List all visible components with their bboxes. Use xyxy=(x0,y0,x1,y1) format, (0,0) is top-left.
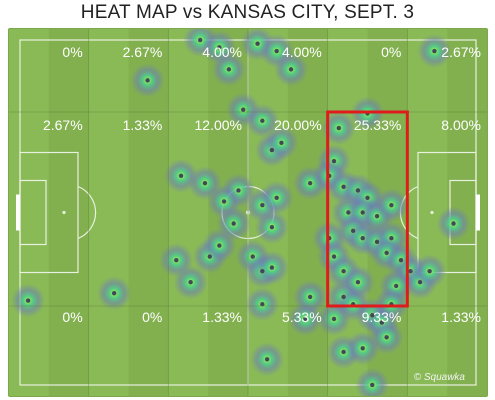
zone-percent-label: 20.00% xyxy=(274,117,321,133)
touch-point xyxy=(379,320,385,325)
touch-point xyxy=(360,235,365,241)
touch-point xyxy=(241,107,246,112)
zone-percent-label: 1.33% xyxy=(202,309,242,325)
zone-percent-label: 4.00% xyxy=(282,44,322,60)
touch-point xyxy=(341,294,346,300)
touch-point xyxy=(260,269,265,274)
left-penalty-spot xyxy=(62,210,66,215)
highlighted-zone-box xyxy=(326,110,409,308)
touch-point xyxy=(269,224,275,230)
chart-title: HEAT MAP vs KANSAS CITY, SEPT. 3 xyxy=(80,2,415,23)
touch-point xyxy=(217,45,222,50)
touch-point xyxy=(355,280,361,285)
zone-percent-label: 8.00% xyxy=(441,117,481,133)
touch-point xyxy=(202,180,208,186)
touch-point xyxy=(355,188,361,193)
touch-point xyxy=(307,294,313,300)
touch-point xyxy=(408,269,413,274)
left-six-yard-box xyxy=(19,179,47,246)
zone-percent-label: 0% xyxy=(62,44,82,60)
touch-point xyxy=(389,235,394,241)
touch-point xyxy=(307,180,313,186)
touch-point xyxy=(178,173,184,178)
touch-point xyxy=(207,254,212,259)
touch-point xyxy=(365,195,370,201)
touch-point xyxy=(188,280,193,285)
touch-point xyxy=(303,316,308,322)
zone-labels: 0% 2.67% 4.00% 4.00% 0% 2.67% 2.67% 1.33% 12.00%… xyxy=(43,44,481,325)
touch-point xyxy=(250,254,255,259)
touch-point xyxy=(264,357,270,362)
touch-point xyxy=(341,184,346,190)
touch-point xyxy=(260,118,265,123)
pitch-stripe xyxy=(48,29,89,396)
zone-percent-label: 0% xyxy=(62,309,82,325)
touch-point xyxy=(374,239,380,245)
touch-point xyxy=(432,48,437,54)
touch-point xyxy=(269,265,275,270)
heat-blob xyxy=(355,367,390,396)
touch-point xyxy=(145,78,150,83)
touch-point xyxy=(111,291,117,296)
touch-point xyxy=(231,221,236,226)
zone-percent-label: 5.33% xyxy=(282,309,322,325)
touch-point xyxy=(370,313,375,318)
touch-point xyxy=(217,243,222,248)
touch-point xyxy=(331,316,337,322)
right-penalty-spot xyxy=(430,210,434,215)
touch-point xyxy=(336,125,342,131)
zone-percent-label: 12.00% xyxy=(195,117,242,133)
touch-point xyxy=(374,213,380,219)
touch-point xyxy=(260,202,265,208)
touch-point xyxy=(279,140,284,145)
touch-point xyxy=(451,221,456,226)
touch-point xyxy=(274,48,279,54)
touch-point xyxy=(384,335,389,340)
touch-point xyxy=(288,67,294,72)
zone-percent-label: 9.33% xyxy=(362,309,402,325)
touch-point xyxy=(417,280,423,285)
zone-percent-label: 4.00% xyxy=(202,44,242,60)
touch-point xyxy=(360,210,365,215)
touch-point xyxy=(274,195,279,201)
zone-percent-label: 2.67% xyxy=(43,117,83,133)
touch-point xyxy=(174,258,179,263)
touch-point xyxy=(384,250,389,256)
zone-percent-label: 0% xyxy=(381,44,401,60)
touch-point xyxy=(236,188,241,193)
touch-point xyxy=(398,258,404,263)
zone-percent-label: 0% xyxy=(142,309,162,325)
zone-percent-label: 2.67% xyxy=(441,44,481,60)
touch-point xyxy=(331,254,337,259)
touch-point xyxy=(346,210,351,215)
left-penalty-arc xyxy=(77,185,97,240)
touch-point xyxy=(226,67,232,72)
zone-percent-label: 1.33% xyxy=(123,117,163,133)
touch-point xyxy=(341,349,346,355)
touch-point xyxy=(25,298,31,303)
touch-point xyxy=(393,283,399,289)
right-goal xyxy=(476,194,480,231)
touch-point xyxy=(269,147,275,153)
heat-layer xyxy=(11,29,471,396)
zone-percent-label: 2.67% xyxy=(123,44,163,60)
touch-point xyxy=(370,382,375,388)
squawka-watermark: © Squawka xyxy=(413,372,465,383)
zone-percent-label: 25.33% xyxy=(354,117,401,133)
touch-point xyxy=(331,158,337,164)
touch-point xyxy=(260,302,265,307)
zone-percent-label: 1.33% xyxy=(441,309,481,325)
touch-point xyxy=(221,199,227,204)
heatmap-chart: 0% 2.67% 4.00% 4.00% 0% 2.67% 2.67% 1.33% 12.00%… xyxy=(9,29,487,396)
touch-point xyxy=(360,346,365,351)
left-goal xyxy=(16,194,20,231)
touch-point xyxy=(427,269,432,274)
touch-point xyxy=(198,37,203,43)
touch-point xyxy=(255,41,260,46)
pitch: 0% 2.67% 4.00% 4.00% 0% 2.67% 2.67% 1.33% 12.00%… xyxy=(8,28,488,397)
touch-point xyxy=(341,269,346,274)
touch-point xyxy=(389,202,394,208)
touch-point xyxy=(350,228,356,234)
